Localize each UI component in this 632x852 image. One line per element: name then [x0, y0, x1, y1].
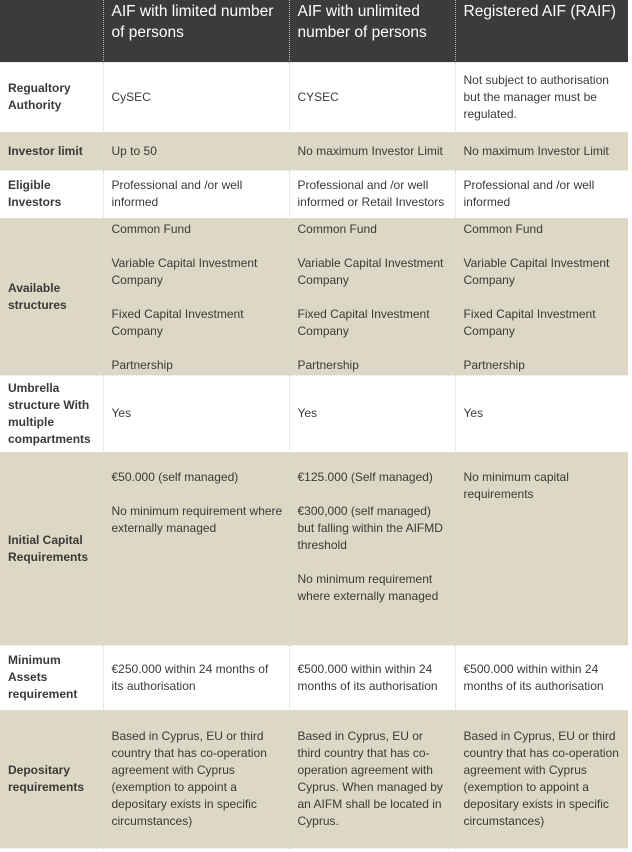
header-row: AIF with limited number of persons AIF w… [0, 0, 628, 62]
cell-text: No minimum capital requirements [463, 469, 569, 501]
cell-text: Professional and /or well informed [111, 178, 243, 209]
cell-text: €50.000 (self managed) [111, 469, 239, 484]
row-label: Eligible Investors [8, 178, 62, 209]
cell-text: Based in Cyprus, EU or third country tha… [463, 729, 619, 828]
table-cell: €500.000 within within 24 months of its … [454, 645, 628, 710]
table-row: Initial Capital Requirements €50.000 (sel… [0, 452, 628, 645]
table-cell: Professional and /or well informed or Re… [288, 170, 455, 218]
header-corner [0, 0, 103, 62]
cell-text: €250.000 within 24 months of its authori… [111, 661, 269, 693]
table-cell: No maximum Investor Limit [454, 132, 628, 170]
table-cell: Yes [288, 375, 455, 452]
table-cell: CYSEC [288, 62, 455, 132]
table-body: Regualtory Authority CySEC CYSEC Not subjec… [0, 62, 628, 848]
table-cell: €50.000 (self managed) No minimum require… [102, 452, 289, 645]
cell-text: Partnership [111, 357, 173, 372]
table-row: Depositary requirements Based in Cyprus, … [0, 710, 628, 848]
cell-text: Yes [463, 406, 484, 420]
row-label: Investor limit [0, 132, 103, 170]
table-cell: Common Fund Variable Capital Investment C… [102, 218, 289, 375]
cell-text: Professional and /or well informed or Re… [297, 178, 445, 209]
table-cell: No minimum capital requirements [454, 452, 628, 645]
cell-text: CySEC [111, 89, 151, 104]
cell-text: CYSEC [297, 89, 339, 104]
table-cell: €125.000 (Self managed) €300,000 (self ma… [288, 452, 455, 645]
cell-text: No maximum Investor Limit [463, 143, 609, 158]
table-cell: Up to 50 [102, 132, 289, 170]
row-label: Available structures [0, 218, 103, 375]
table-cell: Professional and /or well informed [454, 170, 628, 218]
table-row: Minimum Assets requirement €250.000 withi… [0, 645, 628, 710]
table-cell: Common Fund Variable Capital Investment C… [288, 218, 455, 375]
cell-text: €500.000 within within 24 months of its … [297, 661, 438, 693]
row-label: Initial Capital Requirements [0, 452, 103, 645]
cell-text: Common Fund [111, 221, 191, 236]
cell-text: Variable Capital Investment Company [297, 255, 444, 287]
table-cell: Based in Cyprus, EU or third country tha… [454, 710, 628, 848]
header-aif-unlimited: AIF with unlimited number of persons [288, 0, 455, 62]
table-cell: Based in Cyprus, EU or third country tha… [288, 710, 455, 848]
row-label: Umbrella structure With multiple compart… [8, 380, 91, 446]
cell-text: Professional and /or well informed [463, 178, 595, 209]
table-cell: Common Fund Variable Capital Investment C… [454, 218, 628, 375]
cell-text: Fixed Capital Investment Company [297, 306, 430, 338]
table-row: Umbrella structure With multiple compart… [0, 375, 628, 452]
cell-text: Not subject to authorisation but the man… [463, 72, 609, 121]
table-cell: Yes [454, 375, 628, 452]
table-cell: Yes [102, 375, 289, 452]
header-aif-limited: AIF with limited number of persons [102, 0, 289, 62]
cell-text: Yes [297, 406, 318, 420]
cell-text: Yes [111, 406, 132, 420]
cell-text: Common Fund [297, 221, 377, 236]
table-row: Available structures Common Fund Variable … [0, 218, 628, 375]
row-label: Depositary requirements [0, 710, 103, 848]
cell-text: Common Fund [463, 221, 543, 236]
header-raif: Registered AIF (RAIF) [454, 0, 628, 62]
table-cell: €500.000 within within 24 months of its … [288, 645, 455, 710]
cell-text: Based in Cyprus, EU or third country tha… [297, 729, 443, 828]
row-label: Regualtory Authority [8, 81, 71, 112]
table-row: Regualtory Authority CySEC CYSEC Not subjec… [0, 62, 628, 132]
table-cell: CySEC [102, 62, 289, 132]
table-cell: €250.000 within 24 months of its authori… [102, 645, 289, 710]
cell-text: Up to 50 [111, 143, 157, 158]
cell-text: Based in Cyprus, EU or third country tha… [111, 729, 267, 828]
cell-text: Partnership [463, 357, 525, 372]
table-cell: No maximum Investor Limit [288, 132, 455, 170]
cell-text: €300,000 (self managed) but falling with… [297, 503, 443, 552]
table-cell: Not subject to authorisation but the man… [454, 62, 628, 132]
table-row: Investor limit Up to 50 No maximum Investo… [0, 132, 628, 170]
cell-text: No maximum Investor Limit [297, 143, 443, 158]
cell-text: Fixed Capital Investment Company [463, 306, 596, 338]
cell-text: Partnership [297, 357, 359, 372]
cell-text: €125.000 (Self managed) [297, 469, 433, 484]
cell-text: Fixed Capital Investment Company [111, 306, 244, 338]
cell-text: €500.000 within within 24 months of its … [463, 661, 604, 693]
cell-text: Variable Capital Investment Company [463, 255, 610, 287]
table-row: Eligible Investors Professional and /or w… [0, 170, 628, 218]
cell-text: No minimum requirement where externally … [111, 503, 283, 535]
table-cell: Professional and /or well informed [102, 170, 289, 218]
cell-text: No minimum requirement where externally … [297, 571, 439, 603]
cell-text: Variable Capital Investment Company [111, 255, 258, 287]
table-cell: Based in Cyprus, EU or third country tha… [102, 710, 289, 848]
row-label: Minimum Assets requirement [8, 653, 78, 701]
